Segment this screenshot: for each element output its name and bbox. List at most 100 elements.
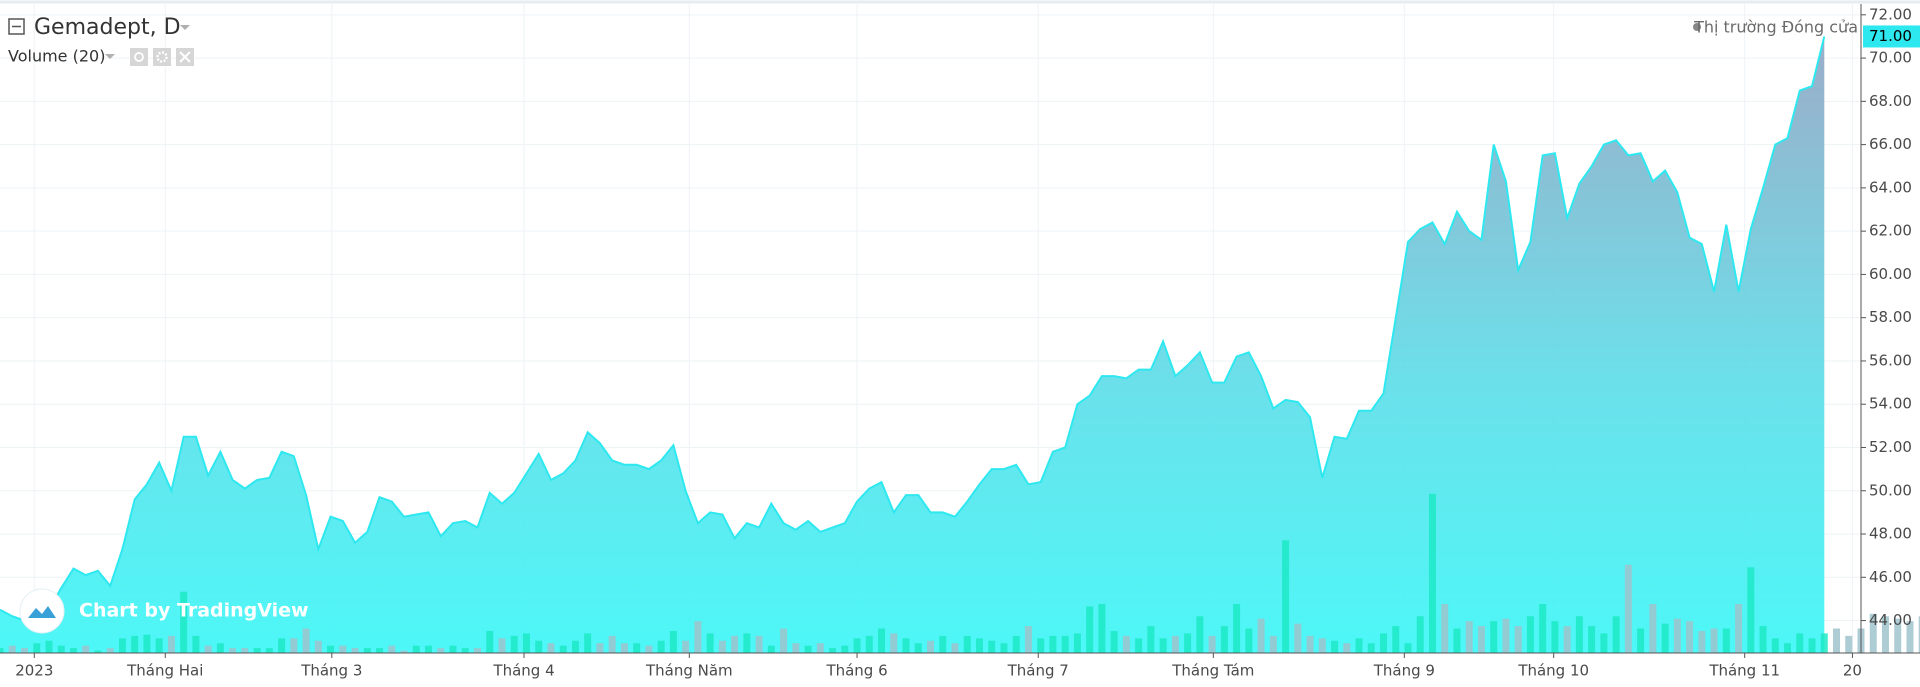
volume-bar — [1416, 616, 1424, 653]
settings-button[interactable] — [153, 48, 171, 66]
volume-bar — [1845, 635, 1853, 653]
indicator-menu-arrow[interactable] — [105, 54, 115, 59]
volume-bar — [131, 635, 139, 653]
volume-bar — [1049, 635, 1057, 653]
volume-bar — [1110, 630, 1118, 653]
y-tick-label: 52.00 — [1869, 438, 1912, 456]
volume-bar — [1906, 621, 1914, 653]
volume-bar — [1771, 638, 1779, 653]
y-tick-label: 62.00 — [1869, 222, 1912, 240]
volume-bar — [1820, 633, 1828, 653]
watermark-logo — [19, 588, 65, 634]
volume-bar — [33, 643, 41, 653]
legend-label: Thị trường Đóng cửa — [1693, 18, 1858, 37]
volume-bar — [510, 635, 518, 653]
volume-bar — [1233, 604, 1241, 653]
volume-bar — [1710, 628, 1718, 653]
volume-bar — [1355, 638, 1363, 653]
remove-icon — [179, 51, 191, 63]
watermark-text[interactable]: Chart by TradingView — [79, 600, 309, 622]
volume-bar — [682, 640, 690, 653]
volume-bar — [559, 645, 567, 653]
volume-bar — [571, 640, 579, 653]
volume-bar — [1012, 635, 1020, 653]
volume-bar — [767, 645, 775, 653]
volume-bar — [1024, 626, 1032, 653]
volume-bar — [1624, 564, 1632, 653]
volume-bar — [1661, 623, 1669, 653]
axes: 44.00 46.00 48.00 50.00 52.00 54.00 56.00 58.00… — [0, 4, 1920, 680]
volume-bar — [118, 638, 126, 653]
volume-bar — [82, 645, 90, 653]
volume-bar — [1477, 626, 1485, 653]
volume-bar — [1184, 633, 1192, 653]
volume-bar — [1588, 626, 1596, 653]
volume-bar — [1098, 604, 1106, 653]
volume-bar — [1282, 540, 1290, 653]
y-tick-label: 60.00 — [1869, 265, 1912, 283]
volume-bar — [1220, 626, 1228, 653]
volume-bar — [425, 645, 433, 653]
volume-bar — [253, 648, 261, 653]
x-tick-label: 2023 — [15, 662, 53, 680]
volume-bar — [1563, 626, 1571, 653]
volume-bar — [1894, 618, 1902, 653]
volume-bar — [755, 635, 763, 653]
volume-bar — [1428, 493, 1436, 653]
volume-bar — [1343, 643, 1351, 653]
volume-bar — [1367, 643, 1375, 653]
volume-bar — [804, 645, 812, 653]
y-tick-label: 50.00 — [1869, 481, 1912, 499]
y-tick-label: 64.00 — [1869, 178, 1912, 196]
volume-bar — [1881, 616, 1889, 653]
visibility-button[interactable] — [130, 48, 148, 66]
volume-bar — [8, 645, 16, 653]
volume-bar — [1612, 616, 1620, 653]
volume-bar — [988, 640, 996, 653]
volume-bar — [645, 645, 653, 653]
volume-bar — [498, 638, 506, 653]
volume-bar — [841, 645, 849, 653]
volume-bar — [596, 643, 604, 653]
volume-bar — [1404, 643, 1412, 653]
volume-bar — [694, 621, 702, 653]
indicator-label[interactable]: Volume (20) — [8, 47, 105, 66]
volume-bar — [278, 638, 286, 653]
x-tick-label: Tháng 7 — [1007, 662, 1069, 680]
volume-bar — [1526, 616, 1534, 653]
volume-bar — [1649, 604, 1657, 653]
y-tick-label: 46.00 — [1869, 568, 1912, 586]
volume-bar — [878, 628, 886, 653]
volume-bar — [865, 635, 873, 653]
volume-bar — [1294, 623, 1302, 653]
volume-bar — [1441, 604, 1449, 653]
volume-bar — [180, 591, 188, 653]
volume-bar — [45, 640, 53, 653]
volume-bar — [1135, 638, 1143, 653]
volume-bar — [1502, 618, 1510, 653]
volume-bar — [461, 648, 469, 653]
volume-bar — [339, 645, 347, 653]
volume-bar — [657, 640, 665, 653]
volume-bar — [1514, 626, 1522, 653]
volume-bar — [1722, 628, 1730, 653]
collapse-button[interactable] — [8, 18, 25, 35]
legend-marker — [1693, 23, 1701, 31]
title-menu-arrow[interactable] — [180, 25, 190, 30]
x-tick-label: Tháng Hai — [126, 662, 203, 680]
volume-bar — [290, 638, 298, 653]
volume-bar — [1539, 604, 1547, 653]
volume-bar — [351, 648, 359, 653]
volume-bar — [1147, 626, 1155, 653]
x-tick-label: Tháng 3 — [300, 662, 362, 680]
volume-bar — [963, 635, 971, 653]
volume-bar — [951, 643, 959, 653]
volume-bar — [1747, 567, 1755, 653]
x-tick-label: Tháng Tám — [1171, 662, 1254, 680]
y-tick-label: 54.00 — [1869, 395, 1912, 413]
y-tick-label: 66.00 — [1869, 135, 1912, 153]
volume-bar — [792, 643, 800, 653]
volume-bar — [927, 640, 934, 653]
chart-title[interactable]: Gemadept, D — [34, 15, 181, 40]
